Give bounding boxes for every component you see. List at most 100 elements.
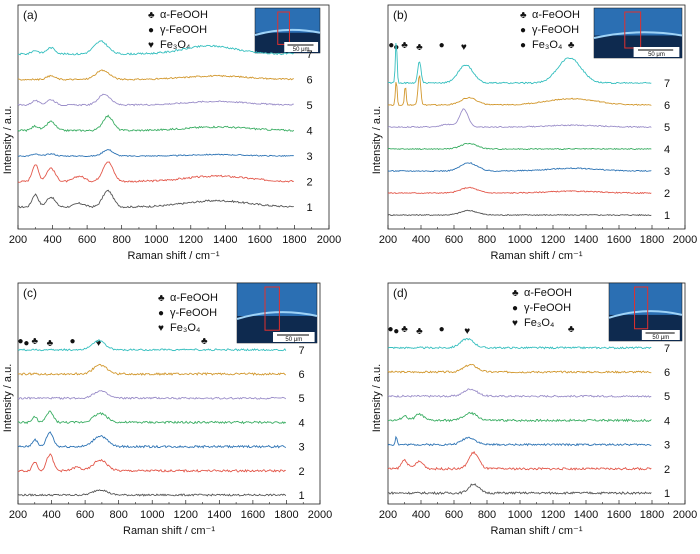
inset-micrograph: 50 μm bbox=[608, 282, 683, 342]
peak-marker: ● bbox=[388, 40, 394, 51]
spectrum-number-label: 3 bbox=[664, 166, 670, 178]
x-tick-label: 600 bbox=[76, 509, 94, 521]
x-tick-label: 1400 bbox=[213, 234, 237, 246]
peak-marker: ♣ bbox=[401, 40, 408, 51]
spectrum-line-1 bbox=[387, 483, 652, 495]
legend-symbol: ● bbox=[512, 303, 518, 314]
legend-symbol: ♥ bbox=[158, 323, 164, 334]
peak-marker: ♣ bbox=[207, 0, 214, 1]
spectrum-number-label: 6 bbox=[298, 369, 304, 381]
spectrum-number-label: 1 bbox=[298, 490, 304, 502]
spectrum-number-label: 7 bbox=[664, 78, 670, 90]
x-tick-label: 200 bbox=[9, 234, 27, 246]
peak-marker: ● bbox=[71, 0, 77, 1]
peak-marker: ♥ bbox=[461, 42, 467, 53]
spectrum-number-label: 6 bbox=[664, 367, 670, 379]
spectrum-line-7 bbox=[387, 42, 652, 85]
spectrum-line-5 bbox=[17, 93, 294, 107]
spectrum-line-2 bbox=[387, 186, 652, 195]
x-axis-label: Raman shift / cm⁻¹ bbox=[123, 525, 215, 537]
spectrum-number-label: 1 bbox=[664, 488, 670, 500]
x-tick-label: 400 bbox=[43, 234, 61, 246]
x-tick-label: 1600 bbox=[607, 509, 631, 521]
x-tick-label: 2000 bbox=[308, 509, 332, 521]
spectrum-number-label: 4 bbox=[664, 144, 670, 156]
inset-red-box bbox=[264, 286, 280, 331]
spectrum-line-2 bbox=[387, 450, 652, 471]
inset-micrograph: 50 μm bbox=[593, 7, 683, 59]
inset-layer-edge bbox=[608, 310, 683, 319]
legend-symbol: ♥ bbox=[512, 318, 518, 329]
x-tick-label: 600 bbox=[445, 509, 463, 521]
spectrum-number-label: 5 bbox=[298, 393, 304, 405]
inset-micrograph: 50 μm bbox=[254, 7, 321, 54]
x-tick-label: 600 bbox=[445, 234, 463, 246]
legend-entry: α-FeOOH bbox=[532, 9, 580, 21]
inset-red-box bbox=[277, 11, 290, 45]
inset-layer-edge bbox=[236, 311, 318, 320]
legend-entry: α-FeOOH bbox=[160, 9, 208, 21]
inset-scale-label: 50 μm bbox=[293, 47, 310, 53]
peak-marker: ♣ bbox=[201, 336, 208, 347]
spectrum-line-4 bbox=[17, 410, 287, 425]
peak-marker: ♣ bbox=[416, 326, 423, 337]
peak-marker: ♣ bbox=[47, 338, 54, 349]
spectrum-number-label: 4 bbox=[306, 126, 312, 138]
peak-marker: ● bbox=[393, 326, 399, 337]
peak-marker: ♣ bbox=[568, 324, 575, 335]
x-tick-label: 600 bbox=[78, 234, 96, 246]
peak-marker: ● bbox=[70, 336, 76, 347]
x-tick-label: 800 bbox=[112, 234, 130, 246]
panel-label: (a) bbox=[23, 8, 38, 22]
inset-scale-box bbox=[284, 42, 319, 52]
spectrum-line-7 bbox=[17, 40, 294, 56]
peak-marker: ● bbox=[23, 338, 29, 349]
legend-symbol: ♣ bbox=[520, 10, 527, 21]
spectrum-number-label: 4 bbox=[298, 417, 304, 429]
x-tick-label: 1200 bbox=[541, 234, 565, 246]
spectrum-line-3 bbox=[17, 149, 294, 158]
x-axis-label: Raman shift / cm⁻¹ bbox=[491, 250, 583, 262]
peak-marker: ● bbox=[17, 336, 23, 347]
x-tick-label: 1600 bbox=[248, 234, 272, 246]
x-tick-label: 1800 bbox=[282, 234, 306, 246]
peak-marker: ♣ bbox=[568, 40, 575, 51]
spectrum-line-5 bbox=[17, 390, 287, 400]
spectrum-number-label: 5 bbox=[306, 100, 312, 112]
spectrum-number-label: 7 bbox=[664, 343, 670, 355]
spectrum-number-label: 3 bbox=[306, 151, 312, 163]
inset-micrograph: 50 μm bbox=[236, 282, 318, 344]
spectrum-number-label: 2 bbox=[664, 188, 670, 200]
panel-label: (d) bbox=[393, 286, 408, 300]
peak-marker: ♣ bbox=[32, 0, 39, 1]
legend-entry: α-FeOOH bbox=[524, 287, 572, 299]
peak-marker: ♥ bbox=[464, 326, 470, 337]
peak-marker: ● bbox=[18, 0, 24, 1]
peak-marker: ● bbox=[387, 324, 393, 335]
spectrum-line-1 bbox=[17, 189, 294, 209]
legend-symbol: ● bbox=[520, 25, 526, 36]
legend-symbol: ● bbox=[148, 25, 154, 36]
legend-symbol: ♥ bbox=[148, 40, 154, 51]
panel-label: (c) bbox=[23, 286, 37, 300]
x-tick-label: 800 bbox=[109, 509, 127, 521]
x-tick-label: 1000 bbox=[144, 234, 168, 246]
inset-red-box bbox=[634, 286, 649, 330]
x-tick-label: 2000 bbox=[317, 234, 341, 246]
peak-marker: ● bbox=[439, 40, 445, 51]
spectrum-line-5 bbox=[387, 108, 652, 129]
peak-marker: ♣ bbox=[401, 324, 408, 335]
spectrum-line-6 bbox=[387, 363, 652, 374]
x-tick-label: 1400 bbox=[574, 509, 598, 521]
inset-layer-edge bbox=[254, 28, 321, 36]
x-tick-label: 200 bbox=[9, 509, 27, 521]
x-tick-label: 1400 bbox=[574, 234, 598, 246]
x-tick-label: 1000 bbox=[508, 234, 532, 246]
legend-symbol: ♣ bbox=[512, 288, 519, 299]
spectrum-line-6 bbox=[17, 363, 287, 376]
x-tick-label: 1000 bbox=[140, 509, 164, 521]
peak-marker: ● bbox=[439, 324, 445, 335]
panel-a: 200 400 600 800 1000 1200 1400 1600 1800 2000 Rama… bbox=[2, 0, 341, 262]
